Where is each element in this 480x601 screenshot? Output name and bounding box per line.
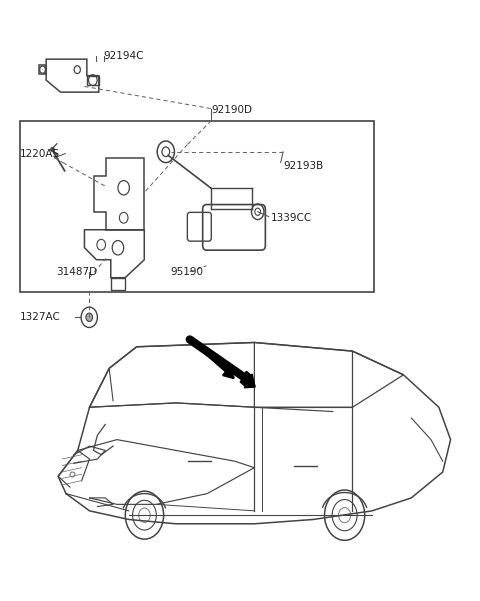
Text: 1339CC: 1339CC [271,213,312,223]
Text: 1327AC: 1327AC [20,313,60,322]
Text: 31487D: 31487D [56,267,97,276]
Text: 92193B: 92193B [283,160,324,171]
Text: 95190: 95190 [170,267,204,276]
Bar [20,121,374,291]
Circle shape [86,313,93,322]
FancyArrow shape [240,371,255,388]
Text: 92194C: 92194C [104,51,144,61]
Text: 92190D: 92190D [211,105,252,115]
Text: 1220AS: 1220AS [20,148,60,159]
